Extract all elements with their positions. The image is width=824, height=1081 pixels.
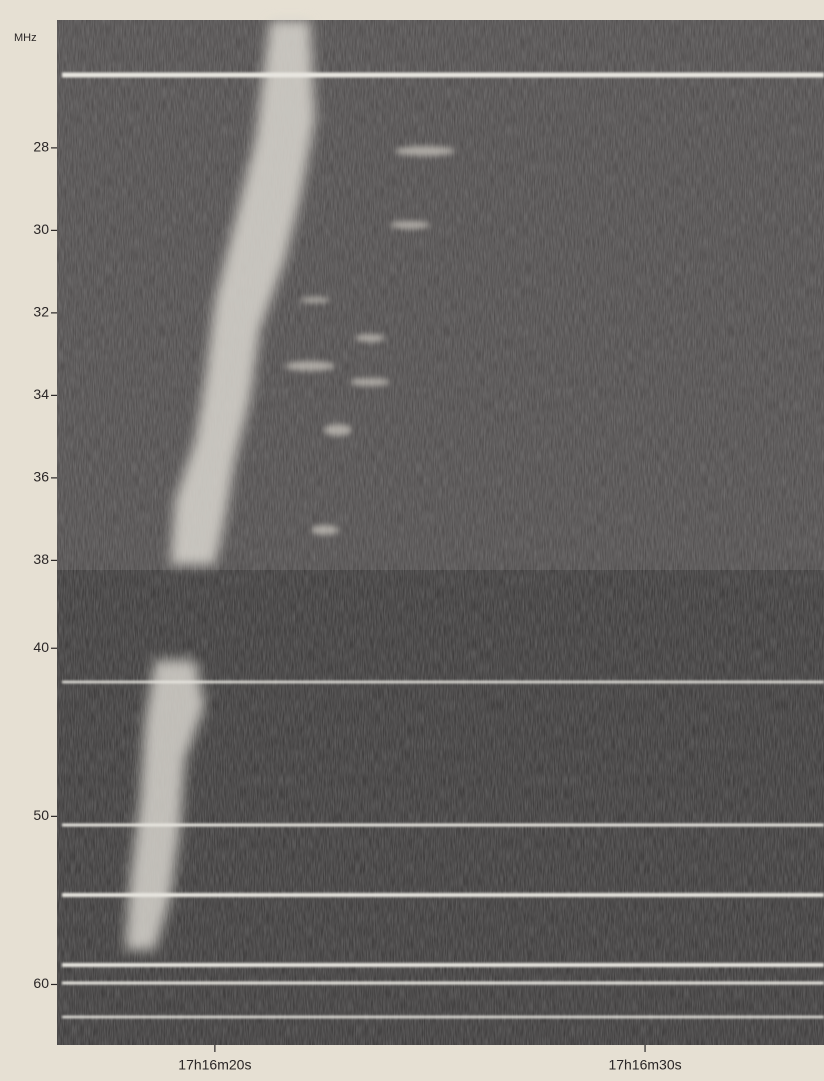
y-axis-label: MHz [14,32,37,44]
x-tick-label: 17h16m30s [608,1057,681,1073]
y-tick-label: 50 [33,807,49,823]
y-tick-label: 38 [33,551,49,567]
blip [324,424,352,436]
page: MHz 28 30 32 34 36 38 40 50 60 17h16m20s 17h16m30s… [0,0,824,1081]
y-tick-label: 36 [33,469,49,485]
blip [355,334,385,342]
blip [350,378,390,386]
y-tick-label: 28 [33,139,49,155]
y-tick-label: 32 [33,304,49,320]
y-tick-label: 40 [33,639,49,655]
blip [300,297,330,303]
blip [395,146,455,156]
y-tick-label: 60 [33,975,49,991]
blip [285,361,335,371]
y-tick-label: 30 [33,221,49,237]
noise [57,20,824,1045]
blip [390,221,430,229]
chart: MHz 28 30 32 34 36 38 40 50 60 17h16m20s 17h16m30s [0,0,824,1081]
y-tick-label: 34 [33,386,49,402]
blip [311,525,339,535]
x-tick-label: 17h16m20s [178,1057,251,1073]
